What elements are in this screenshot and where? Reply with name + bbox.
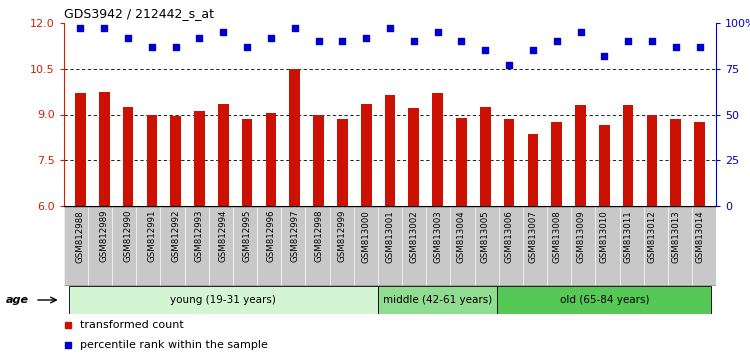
Text: GDS3942 / 212442_s_at: GDS3942 / 212442_s_at — [64, 7, 214, 21]
Point — [241, 44, 253, 50]
Bar — [480, 107, 490, 206]
Bar — [670, 119, 681, 206]
Text: GSM813011: GSM813011 — [624, 210, 633, 263]
Bar — [575, 105, 586, 206]
Bar — [551, 122, 562, 206]
Point — [194, 35, 206, 40]
Text: GSM813013: GSM813013 — [671, 210, 680, 263]
Text: GSM812995: GSM812995 — [242, 210, 251, 263]
Text: GSM812996: GSM812996 — [266, 210, 275, 263]
Bar — [146, 114, 158, 206]
Text: GSM813000: GSM813000 — [362, 210, 370, 263]
Point — [598, 53, 610, 59]
Text: GSM813007: GSM813007 — [529, 210, 538, 263]
Text: GSM812992: GSM812992 — [171, 210, 180, 263]
Bar — [385, 95, 395, 206]
Point — [479, 48, 491, 53]
Text: middle (42-61 years): middle (42-61 years) — [383, 295, 492, 305]
Bar — [432, 93, 443, 206]
Point — [122, 35, 134, 40]
Bar — [361, 104, 371, 206]
Point — [170, 44, 182, 50]
Point — [694, 44, 706, 50]
Point — [455, 39, 467, 44]
Point — [670, 44, 682, 50]
Text: GSM813006: GSM813006 — [505, 210, 514, 263]
Text: GSM813002: GSM813002 — [410, 210, 419, 263]
Text: GSM813012: GSM813012 — [647, 210, 656, 263]
Point — [360, 35, 372, 40]
Text: GSM813003: GSM813003 — [433, 210, 442, 263]
Bar — [68, 286, 378, 314]
Text: GSM813004: GSM813004 — [457, 210, 466, 263]
Point — [646, 39, 658, 44]
Text: GSM813001: GSM813001 — [386, 210, 394, 263]
Text: GSM812998: GSM812998 — [314, 210, 323, 263]
Bar — [194, 112, 205, 206]
Text: age: age — [6, 295, 28, 305]
Bar — [622, 105, 634, 206]
Bar — [504, 119, 515, 206]
Bar — [290, 69, 300, 206]
Point — [384, 25, 396, 31]
Point — [432, 29, 444, 35]
Bar — [337, 119, 348, 206]
Bar — [75, 93, 86, 206]
Point — [265, 35, 277, 40]
Point — [289, 25, 301, 31]
Text: GSM813005: GSM813005 — [481, 210, 490, 263]
Bar — [646, 114, 657, 206]
Point — [503, 62, 515, 68]
Bar — [456, 118, 466, 206]
Point — [527, 48, 539, 53]
Bar — [409, 108, 419, 206]
Point — [74, 25, 86, 31]
Bar — [170, 116, 181, 206]
Text: GSM813010: GSM813010 — [600, 210, 609, 263]
Text: percentile rank within the sample: percentile rank within the sample — [80, 340, 268, 350]
Point — [217, 29, 229, 35]
Text: transformed count: transformed count — [80, 320, 184, 330]
Bar — [599, 125, 610, 206]
Bar — [218, 104, 229, 206]
Bar — [266, 113, 276, 206]
Bar — [497, 286, 712, 314]
Point — [313, 39, 325, 44]
Point — [550, 39, 562, 44]
Point — [98, 25, 110, 31]
Point — [574, 29, 586, 35]
Point — [336, 39, 348, 44]
Text: young (19-31 years): young (19-31 years) — [170, 295, 276, 305]
Point — [146, 44, 158, 50]
Text: GSM813014: GSM813014 — [695, 210, 704, 263]
Text: GSM812993: GSM812993 — [195, 210, 204, 263]
Text: GSM813008: GSM813008 — [552, 210, 561, 263]
Text: GSM812999: GSM812999 — [338, 210, 346, 262]
Bar — [242, 119, 253, 206]
Text: GSM812997: GSM812997 — [290, 210, 299, 263]
Text: GSM812991: GSM812991 — [147, 210, 156, 263]
Text: GSM812989: GSM812989 — [100, 210, 109, 263]
Bar — [527, 134, 538, 206]
Text: GSM812990: GSM812990 — [124, 210, 133, 263]
Bar — [314, 114, 324, 206]
Bar — [99, 92, 109, 206]
Point — [622, 39, 634, 44]
Text: old (65-84 years): old (65-84 years) — [560, 295, 649, 305]
Text: GSM812988: GSM812988 — [76, 210, 85, 263]
Point — [408, 39, 420, 44]
Bar — [123, 107, 134, 206]
Bar — [378, 286, 497, 314]
Text: GSM813009: GSM813009 — [576, 210, 585, 263]
Bar — [694, 122, 705, 206]
Text: GSM812994: GSM812994 — [219, 210, 228, 263]
